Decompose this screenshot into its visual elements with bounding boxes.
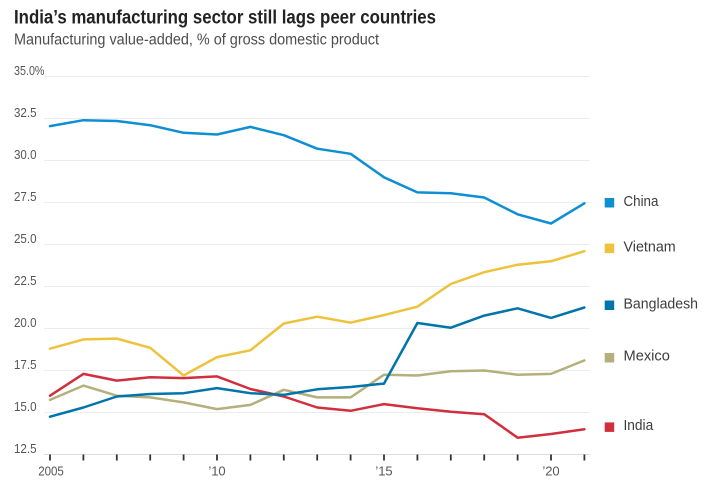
svg-text:Vietnam: Vietnam bbox=[624, 240, 676, 256]
svg-text:Bangladesh: Bangladesh bbox=[624, 297, 699, 313]
svg-text:12.5: 12.5 bbox=[14, 441, 37, 456]
svg-text:15.0: 15.0 bbox=[14, 399, 37, 414]
svg-text:Manufacturing value-added, % o: Manufacturing value-added, % of gross do… bbox=[14, 32, 380, 49]
svg-text:22.5: 22.5 bbox=[14, 273, 37, 288]
svg-text:30.0: 30.0 bbox=[14, 147, 37, 162]
svg-text:India’s manufacturing sector s: India’s manufacturing sector still lags … bbox=[14, 8, 436, 29]
svg-text:17.5: 17.5 bbox=[14, 357, 37, 372]
svg-text:’15: ’15 bbox=[375, 464, 392, 479]
svg-text:27.5: 27.5 bbox=[14, 189, 37, 204]
svg-text:25.0: 25.0 bbox=[14, 231, 37, 246]
svg-text:China: China bbox=[624, 194, 660, 210]
svg-text:Mexico: Mexico bbox=[624, 349, 670, 365]
svg-text:’20: ’20 bbox=[542, 464, 559, 479]
svg-text:2005: 2005 bbox=[38, 464, 64, 479]
svg-text:35.0%: 35.0% bbox=[14, 63, 45, 78]
svg-text:20.0: 20.0 bbox=[14, 315, 37, 330]
svg-text:India: India bbox=[624, 418, 655, 434]
svg-text:32.5: 32.5 bbox=[14, 105, 37, 120]
svg-text:’10: ’10 bbox=[208, 464, 225, 479]
